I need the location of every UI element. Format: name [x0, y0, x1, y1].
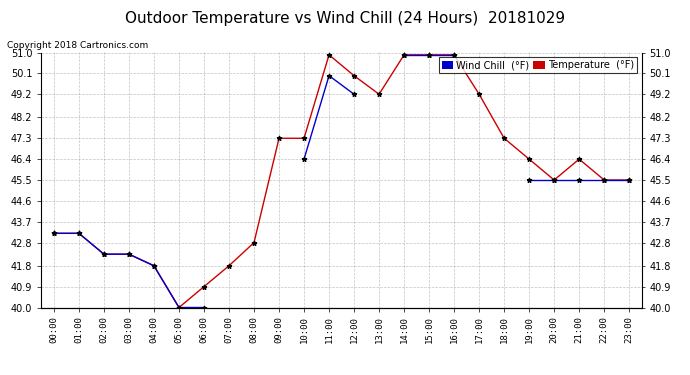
- Point: [524, 156, 535, 162]
- Point: [173, 304, 184, 310]
- Point: [524, 177, 535, 183]
- Point: [599, 177, 610, 183]
- Point: [624, 177, 635, 183]
- Point: [573, 156, 584, 162]
- Point: [148, 263, 159, 269]
- Point: [348, 73, 359, 79]
- Point: [299, 156, 310, 162]
- Point: [399, 52, 410, 58]
- Text: Outdoor Temperature vs Wind Chill (24 Hours)  20181029: Outdoor Temperature vs Wind Chill (24 Ho…: [125, 11, 565, 26]
- Point: [424, 52, 435, 58]
- Point: [124, 251, 135, 257]
- Point: [99, 251, 110, 257]
- Point: [124, 251, 135, 257]
- Point: [48, 230, 59, 236]
- Point: [573, 177, 584, 183]
- Point: [549, 177, 560, 183]
- Point: [273, 135, 284, 141]
- Point: [299, 135, 310, 141]
- Point: [373, 91, 384, 97]
- Point: [148, 263, 159, 269]
- Point: [499, 135, 510, 141]
- Point: [173, 304, 184, 310]
- Point: [73, 230, 84, 236]
- Point: [473, 91, 484, 97]
- Point: [248, 240, 259, 246]
- Point: [599, 177, 610, 183]
- Point: [624, 177, 635, 183]
- Point: [348, 91, 359, 97]
- Point: [424, 52, 435, 58]
- Point: [448, 52, 460, 58]
- Text: Copyright 2018 Cartronics.com: Copyright 2018 Cartronics.com: [7, 41, 148, 50]
- Point: [73, 230, 84, 236]
- Point: [99, 251, 110, 257]
- Legend: Wind Chill  (°F), Temperature  (°F): Wind Chill (°F), Temperature (°F): [439, 57, 637, 73]
- Point: [448, 52, 460, 58]
- Point: [324, 73, 335, 79]
- Point: [199, 284, 210, 290]
- Point: [549, 177, 560, 183]
- Point: [324, 52, 335, 58]
- Point: [399, 52, 410, 58]
- Point: [199, 304, 210, 310]
- Point: [48, 230, 59, 236]
- Point: [224, 263, 235, 269]
